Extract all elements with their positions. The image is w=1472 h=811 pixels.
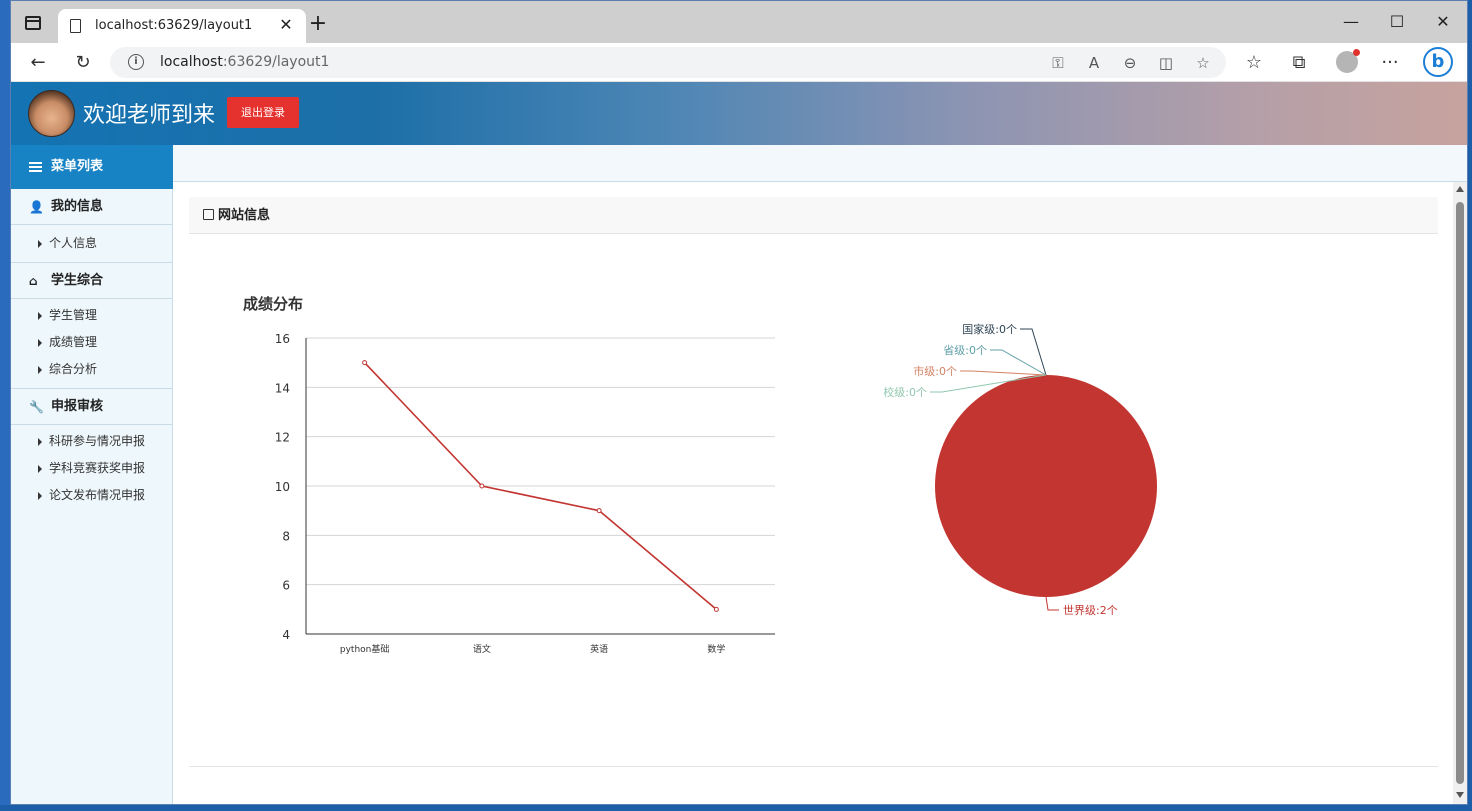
pie-label: 市级:0个 (913, 364, 957, 378)
tab-strip: localhost:63629/layout1 ✕ + — ☐ ✕ (11, 1, 1467, 43)
maximize-button[interactable]: ☐ (1389, 12, 1405, 31)
desktop-background-bottom (0, 805, 1472, 811)
desktop-background (0, 0, 10, 811)
pie-label-line (1020, 328, 1047, 376)
favorites-icon[interactable]: ☆ (1245, 52, 1263, 73)
sidebar-item-paper[interactable]: 论文发布情况申报 (11, 482, 173, 509)
site-info-panel: 网站信息 成绩分布 4 6 8 10 12 14 16 python基础 语文 英语 数学 世界级:2个… (189, 197, 1438, 767)
url-path: :63629/layout1 (222, 54, 330, 70)
group-label: 学生综合 (51, 273, 104, 288)
web-page: 欢迎老师到来 退出登录 菜单列表 👤 我的信息 个人信息 ⌂ 学生综合 学生管理… (11, 82, 1467, 804)
pie-label-line (930, 374, 1047, 393)
scroll-thumb[interactable] (1456, 202, 1464, 784)
y-tick-label: 14 (275, 381, 290, 395)
sidebar-item-competition[interactable]: 学科竞赛获奖申报 (11, 455, 173, 482)
browser-tab[interactable]: localhost:63629/layout1 ✕ (58, 9, 306, 43)
teacher-avatar (28, 90, 75, 137)
zoom-icon[interactable]: ⊖ (1123, 54, 1137, 72)
group-label: 申报审核 (51, 399, 104, 414)
sidebar-item-research[interactable]: 科研参与情况申报 (11, 428, 173, 455)
panel-title: 网站信息 (218, 208, 271, 223)
pie-slice (935, 375, 1157, 597)
pie-label: 校级:0个 (883, 385, 927, 399)
pie-label: 省级:0个 (943, 344, 987, 357)
tab-actions-icon[interactable] (25, 16, 41, 30)
x-tick-label: 数学 (707, 643, 725, 655)
data-point (596, 508, 602, 514)
sidebar-group-student[interactable]: ⌂ 学生综合 (11, 263, 173, 299)
y-tick-label: 4 (282, 628, 290, 642)
bing-icon[interactable]: b (1423, 47, 1453, 77)
scroll-up-arrow[interactable] (1456, 186, 1464, 192)
minimize-button[interactable]: — (1343, 12, 1359, 31)
content-top-band (173, 145, 1467, 182)
user-icon: 👤 (29, 200, 44, 214)
line-chart-title: 成绩分布 (243, 295, 303, 313)
collections-icon[interactable]: ⧉ (1292, 52, 1306, 73)
address-toolbar: ← ↻ i localhost:63629/layout1 ⚿ A ⊖ ◫ ☆ … (11, 43, 1467, 82)
sidebar-item-student-management[interactable]: 学生管理 (11, 302, 173, 329)
site-info-icon[interactable]: i (128, 54, 144, 70)
divider (11, 388, 173, 389)
site-header: 欢迎老师到来 退出登录 (11, 82, 1467, 145)
data-point (362, 360, 368, 366)
pie-label-line (990, 349, 1047, 376)
divider (11, 262, 173, 263)
series-line (364, 362, 717, 610)
panel-footer-line (189, 766, 1438, 767)
key-icon[interactable]: ⚿ (1052, 54, 1064, 72)
menu-list-header: 菜单列表 (11, 145, 173, 189)
x-tick-label: 语文 (473, 643, 491, 655)
x-tick-label: python基础 (340, 643, 389, 655)
y-tick-label: 16 (275, 332, 290, 346)
new-tab-button[interactable]: + (308, 11, 328, 36)
scroll-down-arrow[interactable] (1456, 792, 1464, 798)
panel-header: 网站信息 (189, 197, 1438, 234)
read-aloud-icon[interactable]: A (1088, 54, 1100, 72)
sidebar-menu: 菜单列表 👤 我的信息 个人信息 ⌂ 学生综合 学生管理 成绩管理 综合分析 🔧… (11, 145, 173, 804)
url-host: localhost (160, 54, 223, 70)
sidebar-item-score-management[interactable]: 成绩管理 (11, 329, 173, 356)
desktop-background-right (1468, 0, 1472, 811)
sidebar-item-analysis[interactable]: 综合分析 (11, 356, 173, 383)
refresh-button[interactable]: ↻ (75, 52, 91, 73)
close-window-button[interactable]: ✕ (1436, 12, 1450, 31)
y-tick-label: 12 (275, 431, 290, 445)
pie-label: 世界级:2个 (1063, 604, 1118, 617)
add-favorite-icon[interactable]: ☆ (1196, 54, 1210, 72)
url-text[interactable]: localhost:63629/layout1 (160, 54, 329, 70)
back-button[interactable]: ← (30, 52, 46, 73)
pie-label: 国家级:0个 (962, 322, 1017, 336)
tab-title: localhost:63629/layout1 (95, 18, 253, 33)
y-tick-label: 10 (275, 480, 290, 494)
charts-area: 成绩分布 4 6 8 10 12 14 16 python基础 语文 英语 数学 世界级:2个 国家级:0… (243, 295, 1157, 655)
tab-close-button[interactable]: ✕ (279, 15, 293, 34)
sidebar-group-my-info[interactable]: 👤 我的信息 (11, 189, 173, 225)
browser-window: localhost:63629/layout1 ✕ + — ☐ ✕ ← ↻ i … (10, 0, 1468, 805)
address-bar[interactable]: i localhost:63629/layout1 ⚿ A ⊖ ◫ ☆ (110, 47, 1226, 78)
pie-label-line (960, 370, 1047, 376)
split-screen-icon[interactable]: ◫ (1158, 54, 1174, 72)
menu-list-title: 菜单列表 (51, 159, 104, 174)
more-menu-icon[interactable]: ··· (1381, 52, 1399, 73)
welcome-text: 欢迎老师到来 (83, 103, 216, 128)
vertical-scrollbar[interactable] (1453, 182, 1467, 804)
sidebar-group-review[interactable]: 🔧 申报审核 (11, 389, 173, 425)
page-icon (70, 19, 81, 33)
y-tick-label: 6 (282, 579, 290, 593)
home-icon: ⌂ (29, 274, 38, 288)
data-point (479, 483, 485, 489)
data-point (713, 606, 719, 612)
y-tick-label: 8 (282, 529, 290, 543)
wrench-icon: 🔧 (29, 400, 44, 414)
logout-button[interactable]: 退出登录 (227, 97, 299, 128)
list-icon (29, 162, 42, 172)
group-label: 我的信息 (51, 199, 104, 214)
edit-icon (203, 209, 214, 220)
profile-avatar[interactable] (1336, 49, 1360, 73)
sidebar-item-personal-info[interactable]: 个人信息 (11, 230, 173, 257)
pie-label-line (1045, 596, 1059, 611)
x-tick-label: 英语 (590, 643, 608, 655)
